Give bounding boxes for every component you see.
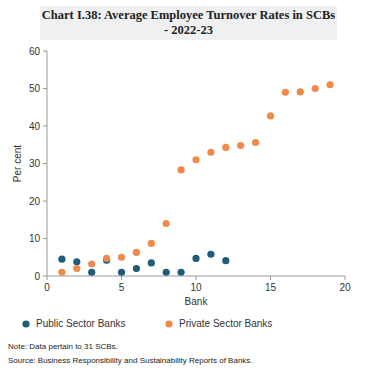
point — [148, 240, 155, 247]
point — [207, 149, 214, 156]
y-tick-label: 10 — [29, 233, 41, 244]
point — [88, 260, 95, 267]
point — [163, 220, 170, 227]
x-tick-label: 20 — [339, 282, 351, 293]
point — [192, 156, 199, 163]
point — [58, 256, 65, 263]
point — [282, 89, 289, 96]
y-tick-label: 40 — [29, 121, 41, 132]
x-axis-label: Bank — [185, 296, 209, 307]
y-tick — [43, 51, 47, 52]
x-tick-label: 5 — [119, 282, 125, 293]
y-tick-label: 60 — [29, 46, 41, 57]
legend-label: Private Sector Banks — [179, 318, 272, 329]
x-tick — [47, 276, 48, 280]
point — [237, 142, 244, 149]
point — [118, 254, 125, 261]
x-tick — [345, 276, 346, 280]
point — [252, 139, 259, 146]
point — [267, 112, 274, 119]
point — [192, 255, 199, 262]
legend-marker — [22, 320, 29, 327]
point — [327, 81, 334, 88]
note: Note: Data pertain to 31 SCBs. — [8, 342, 368, 351]
point — [178, 269, 185, 276]
y-tick — [43, 276, 47, 277]
legend-marker — [165, 320, 172, 327]
x-tick — [121, 276, 122, 280]
point — [88, 269, 95, 276]
plot-area — [58, 81, 333, 276]
point — [103, 255, 110, 262]
y-tick-label: 50 — [29, 83, 41, 94]
chart-root: Chart I.38: Average Employee Turnover Ra… — [0, 0, 377, 379]
point — [312, 85, 319, 92]
legend-label: Public Sector Banks — [36, 318, 126, 329]
y-tick-label: 30 — [29, 158, 41, 169]
x-tick-label: 15 — [265, 282, 277, 293]
x-tick — [196, 276, 197, 280]
y-tick — [43, 201, 47, 202]
point — [118, 269, 125, 276]
point — [73, 258, 80, 265]
chart-title: Chart I.38: Average Employee Turnover Ra… — [40, 6, 337, 40]
point — [148, 259, 155, 266]
y-tick — [43, 238, 47, 239]
x-tick — [270, 276, 271, 280]
y-tick-label: 0 — [34, 271, 40, 282]
point — [207, 251, 214, 258]
point — [133, 265, 140, 272]
point — [163, 269, 170, 276]
y-tick — [43, 126, 47, 127]
chart-svg: 0 10 20 30 40 50 60 0 5 10 15 20 Bank Per cent Public … — [0, 0, 377, 379]
point — [222, 144, 229, 151]
source: Source: Business Responsibility and Sust… — [8, 356, 368, 365]
point — [58, 269, 65, 276]
point — [297, 88, 304, 95]
point — [178, 166, 185, 173]
y-axis-label: Per cent — [12, 145, 23, 182]
y-tick — [43, 163, 47, 164]
y-tick-label: 20 — [29, 196, 41, 207]
x-tick-label: 0 — [44, 282, 50, 293]
point — [222, 257, 229, 264]
point — [73, 265, 80, 272]
point — [133, 249, 140, 256]
y-tick — [43, 88, 47, 89]
x-tick-label: 10 — [190, 282, 202, 293]
